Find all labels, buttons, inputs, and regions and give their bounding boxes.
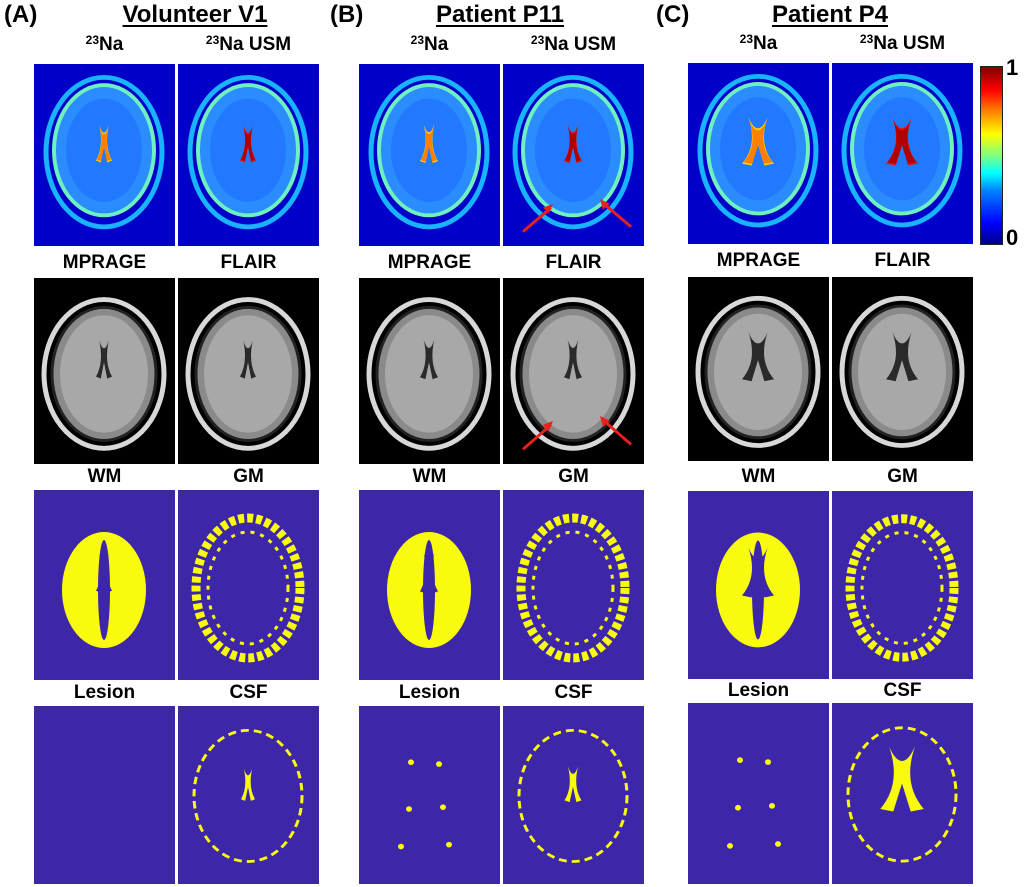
image-gm [503, 490, 644, 680]
colorbar [980, 66, 1003, 245]
label-na-usm: 23Na USM [178, 34, 319, 56]
label-na: 23Na [34, 34, 175, 56]
label-mprage: MPRAGE [387, 252, 472, 273]
image-gm [178, 490, 319, 680]
isotope-superscript: 23 [859, 32, 874, 46]
label-wm: WM [87, 466, 122, 487]
image-na [688, 63, 829, 244]
image-wm [688, 491, 829, 679]
isotope-superscript: 23 [85, 33, 100, 47]
label-wm: WM [741, 466, 776, 487]
panel-letter: (B) [330, 1, 364, 28]
label-wm: WM [412, 466, 447, 487]
image-na-usm [503, 64, 644, 246]
label-na: 23Na [688, 33, 829, 55]
label-csf: CSF [883, 680, 922, 701]
image-na [34, 64, 175, 246]
nucleus-label: Na [424, 34, 449, 55]
image-flair [503, 278, 644, 464]
label-flair: FLAIR [874, 250, 931, 271]
label-na-usm: 23Na USM [503, 34, 644, 56]
label-na-usm: 23Na USM [832, 33, 973, 55]
label-lesion: Lesion [73, 682, 136, 703]
image-lesion [359, 706, 500, 884]
isotope-superscript: 23 [205, 33, 220, 47]
label-mprage: MPRAGE [716, 250, 801, 271]
label-na: 23Na [359, 34, 500, 56]
label-csf: CSF [229, 682, 268, 703]
nucleus-label: Na USM [544, 34, 617, 55]
image-flair [832, 277, 973, 461]
image-lesion [34, 706, 175, 884]
label-lesion: Lesion [398, 682, 461, 703]
image-gm [832, 491, 973, 679]
label-flair: FLAIR [545, 252, 602, 273]
label-gm: GM [233, 466, 264, 487]
panel-letter: (A) [4, 1, 38, 28]
image-mprage [34, 278, 175, 464]
label-mprage: MPRAGE [62, 252, 147, 273]
label-csf: CSF [554, 682, 593, 703]
isotope-superscript: 23 [739, 32, 754, 46]
image-csf [832, 703, 973, 884]
isotope-superscript: 23 [410, 33, 425, 47]
image-wm [359, 490, 500, 680]
image-na [359, 64, 500, 246]
label-flair: FLAIR [220, 252, 277, 273]
image-csf [503, 706, 644, 884]
panel-title: Patient P4 [771, 1, 889, 28]
nucleus-label: Na USM [873, 33, 946, 54]
image-na-usm [832, 63, 973, 244]
image-lesion [688, 703, 829, 884]
colorbar-min-label: 0 [1006, 225, 1019, 250]
colorbar-max-label: 1 [1006, 55, 1019, 80]
image-csf [178, 706, 319, 884]
label-gm: GM [558, 466, 589, 487]
image-mprage [688, 277, 829, 461]
label-lesion: Lesion [727, 680, 790, 701]
image-flair [178, 278, 319, 464]
label-gm: GM [887, 466, 918, 487]
panel-title: Patient P11 [435, 1, 565, 28]
image-mprage [359, 278, 500, 464]
nucleus-label: Na USM [219, 34, 292, 55]
nucleus-label: Na [99, 34, 124, 55]
panel-title: Volunteer V1 [122, 1, 268, 28]
isotope-superscript: 23 [530, 33, 545, 47]
image-na-usm [178, 64, 319, 246]
nucleus-label: Na [753, 33, 778, 54]
image-wm [34, 490, 175, 680]
panel-letter: (C) [656, 1, 690, 28]
